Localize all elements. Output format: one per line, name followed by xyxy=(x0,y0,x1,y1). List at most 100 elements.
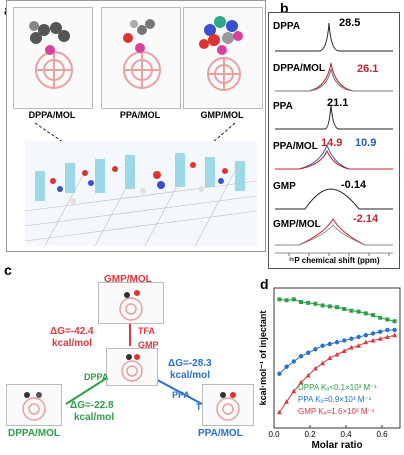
data-point xyxy=(320,360,325,366)
data-point xyxy=(327,355,333,360)
ppa-mol-structure xyxy=(202,384,254,426)
fit-line xyxy=(279,329,395,375)
data-point xyxy=(313,365,318,371)
ppa-delta-g-unit: kcal/mol xyxy=(170,370,211,381)
dppa-reagent-label: DPPA xyxy=(84,372,109,382)
data-point xyxy=(349,344,354,350)
dppa-mol-structure xyxy=(6,384,62,426)
panel-a: DPPA/MOL PPA/MOL GMP/MOL xyxy=(6,0,266,252)
data-point xyxy=(349,336,354,341)
panel-b-label: b xyxy=(280,0,289,16)
ppa-structure-thumb xyxy=(101,7,181,109)
spectrum-label-gmp: GMP xyxy=(273,181,296,192)
data-point xyxy=(291,297,296,302)
data-point xyxy=(313,347,318,352)
series-1 xyxy=(277,327,397,376)
spectrum-label-gmp-mol: GMP/MOL xyxy=(273,219,321,230)
dppa-delta-g-unit: kcal/mol xyxy=(74,412,115,423)
data-point xyxy=(335,305,339,310)
chart-frame xyxy=(273,287,401,429)
intermediate-mol-structure xyxy=(106,348,158,386)
data-point xyxy=(385,327,390,333)
nmr-spectra xyxy=(275,22,393,256)
data-point xyxy=(298,354,304,359)
gmp-structure-thumb xyxy=(183,7,263,109)
data-point xyxy=(385,334,390,339)
series-0 xyxy=(277,297,397,324)
panel-c-label: c xyxy=(4,262,12,278)
gmp-mol-label: GMP/MOL xyxy=(104,274,152,285)
data-point xyxy=(356,343,361,348)
x-tick-label: 0.6 xyxy=(376,430,388,439)
data-point xyxy=(284,298,289,303)
data-point xyxy=(392,332,397,338)
spectrum-label-dppa: DPPA xyxy=(273,21,301,32)
gmp-gmp-label: GMP xyxy=(138,340,159,350)
reaction-arrows xyxy=(65,324,203,405)
ppa-mol-label: PPA/MOL xyxy=(198,428,243,439)
data-point xyxy=(305,372,311,378)
mol-label-gmp: GMP/MOL xyxy=(200,110,244,120)
data-point xyxy=(342,338,347,343)
shift-ppa-mol-b: 10.9 xyxy=(355,137,377,149)
data-point xyxy=(277,297,282,302)
data-point xyxy=(370,331,376,336)
gmp-mol-structure xyxy=(98,282,164,324)
panel-b-nmr: DPPA 28.5 DPPA/MOL 26.1 PPA 21.1 PPA/MOL… xyxy=(268,12,400,269)
gmp-delta-g-unit: kcal/mol xyxy=(52,338,93,349)
itc-chart: 0.0 0.2 0.4 0.6 kcal·mol⁻¹ of injectant Mol… xyxy=(258,287,401,451)
data-point xyxy=(320,343,325,348)
data-point xyxy=(392,319,397,324)
data-point xyxy=(327,304,332,309)
mof-surface-illustration xyxy=(25,141,257,246)
data-point xyxy=(342,307,347,311)
data-point xyxy=(313,301,318,306)
data-point xyxy=(291,388,297,394)
data-point xyxy=(385,317,390,322)
data-point xyxy=(327,341,332,347)
spectrum-label-ppa: PPA xyxy=(273,101,293,112)
legend-ppa: PPA Kₐ=0.9×10³ M⁻¹ xyxy=(298,395,372,404)
series-2 xyxy=(277,332,397,415)
data-point xyxy=(291,359,296,364)
data-point xyxy=(341,348,347,353)
x-tick-label: 0.2 xyxy=(304,430,316,439)
ppa-reagent-label: PPA xyxy=(172,390,190,400)
data-point xyxy=(306,350,311,355)
data-point xyxy=(334,351,340,357)
data-point xyxy=(349,308,354,313)
shift-dppa: 28.5 xyxy=(339,17,361,29)
x-tick-label: 0.4 xyxy=(340,430,352,439)
gmp-delta-g: ΔG=-42.4 xyxy=(50,326,94,337)
panel-d-label: d xyxy=(260,276,269,292)
mol-label-dppa: DPPA/MOL xyxy=(28,110,76,120)
ppa-delta-g: ΔG=-28.3 xyxy=(168,358,212,369)
y-axis-label: kcal·mol⁻¹ of injectant xyxy=(258,311,268,406)
data-point xyxy=(363,333,368,338)
data-point xyxy=(320,303,325,308)
data-point xyxy=(378,315,383,320)
data-point xyxy=(298,379,304,385)
spectrum-label-ppa-mol: PPA/MOL xyxy=(273,141,318,152)
data-point xyxy=(363,339,369,345)
data-point xyxy=(378,329,383,334)
data-point xyxy=(284,399,289,404)
dppa-mol-label: DPPA/MOL xyxy=(8,428,61,439)
panel-d-itc-chart: 0.0 0.2 0.4 0.6 kcal·mol⁻¹ of injectant Mol… xyxy=(258,282,404,451)
x-tick-label: 0.0 xyxy=(268,430,280,439)
x-axis-label: Molar ratio xyxy=(311,440,362,450)
dppa-delta-g: ΔG=-22.8 xyxy=(70,400,114,411)
nmr-x-axis-label: ³¹P chemical shift (ppm) xyxy=(289,256,380,265)
shift-ppa: 21.1 xyxy=(327,97,349,109)
shift-gmp-mol: -2.14 xyxy=(353,213,379,225)
data-point xyxy=(356,309,361,314)
data-point xyxy=(277,409,282,415)
data-point xyxy=(306,300,311,305)
data-point xyxy=(284,364,289,369)
data-point xyxy=(371,313,375,318)
data-point xyxy=(377,336,383,341)
shift-ppa-mol-a: 14.9 xyxy=(321,137,343,149)
dppa-structure-thumb xyxy=(13,7,93,109)
shift-dppa-mol: 26.1 xyxy=(357,63,379,75)
data-point xyxy=(334,340,340,345)
